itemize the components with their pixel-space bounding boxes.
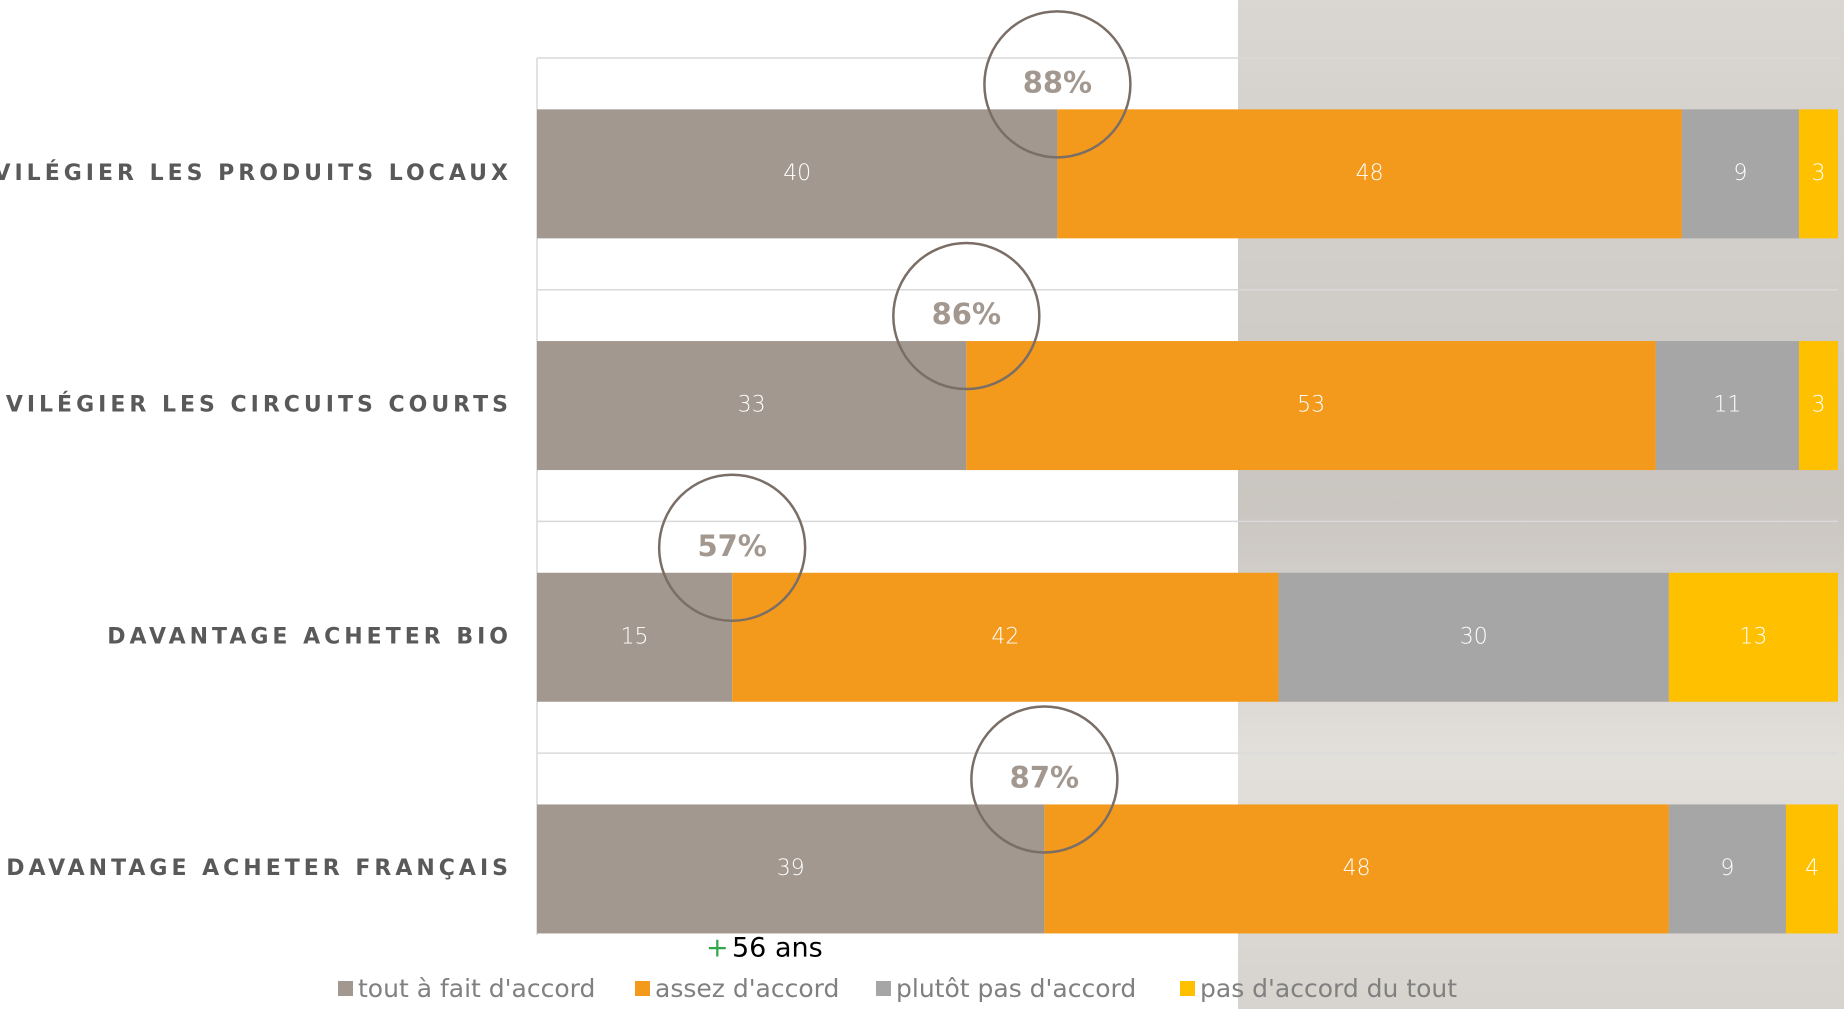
bar-segment [537, 572, 733, 702]
total-circle [983, 10, 1132, 159]
bar-segment [1044, 804, 1669, 934]
category-label: DAVANTAGE ACHETER BIO [107, 624, 512, 649]
data-label: 15 [621, 624, 649, 649]
data-label: 40 [783, 161, 811, 186]
data-label: 3 [1811, 161, 1825, 186]
legend-label: tout à fait d'accord [358, 974, 595, 1003]
bar-segment [1798, 341, 1838, 471]
data-label: 42 [991, 624, 1019, 649]
note-text: 56 ans [732, 933, 823, 964]
bar-segment [1785, 804, 1838, 934]
data-label: 30 [1460, 624, 1488, 649]
data-label: 9 [1720, 856, 1734, 881]
total-circle [657, 473, 807, 622]
data-label: 48 [1343, 856, 1371, 881]
category-label: PRIVILÉGIER LES PRODUITS LOCAUX [0, 160, 512, 186]
bar-segment [966, 341, 1656, 471]
legend-label: pas d'accord du tout [1200, 974, 1457, 1003]
total-label: 86% [932, 297, 1001, 331]
data-label: 11 [1713, 393, 1741, 418]
bar-segment [537, 804, 1045, 934]
bar-segment [1655, 341, 1799, 471]
data-label: 39 [777, 856, 805, 881]
legend-label: plutôt pas d'accord [896, 974, 1136, 1003]
data-label: 53 [1297, 393, 1325, 418]
category-label: PRIVILÉGIER LES CIRCUITS COURTS [0, 392, 512, 418]
data-label: 13 [1739, 624, 1767, 649]
bar-segment [537, 109, 1058, 239]
data-label: 33 [738, 393, 766, 418]
total-circle [970, 705, 1119, 854]
total-circle [892, 241, 1041, 391]
bar-segment [1057, 109, 1682, 239]
data-label: 3 [1811, 393, 1825, 418]
data-label: 48 [1356, 161, 1384, 186]
bar-segment [1668, 804, 1786, 934]
legend-swatch [338, 981, 353, 996]
note-symbol: + [706, 933, 729, 964]
data-label: 4 [1805, 856, 1819, 881]
total-label: 57% [697, 529, 766, 563]
legend-swatch [876, 981, 891, 996]
total-label: 88% [1023, 65, 1092, 99]
bar-segment [1278, 572, 1669, 702]
bar-segment [537, 341, 967, 471]
category-label: DAVANTAGE ACHETER FRANÇAIS [6, 856, 512, 881]
bar-segment [732, 572, 1279, 702]
bar-segment [1681, 109, 1799, 239]
bar-segment [1798, 109, 1838, 239]
bar-segment [1668, 572, 1838, 702]
total-label: 87% [1010, 760, 1079, 794]
legend-swatch [1180, 981, 1195, 996]
legend-label: assez d'accord [655, 974, 839, 1003]
data-label: 9 [1733, 161, 1747, 186]
legend-swatch [635, 981, 650, 996]
